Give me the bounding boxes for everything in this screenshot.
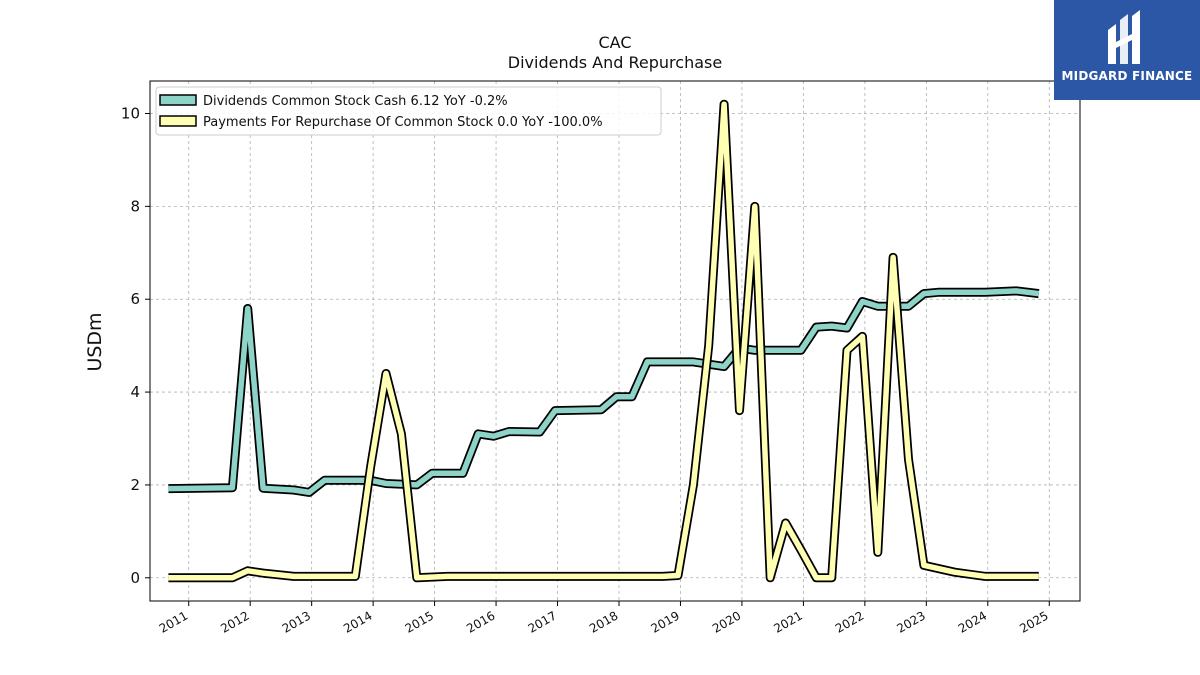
y-tick-label: 4 [130,383,140,401]
plot-area-frame [149,80,1081,602]
y-tick-label: 2 [130,476,140,494]
legend-label-repurchase: Payments For Repurchase Of Common Stock … [203,115,603,130]
x-tick-label: 2020 [710,608,743,635]
x-tick-label: 2015 [403,608,436,635]
x-tick-label: 2019 [649,608,682,635]
y-axis-label: USDm [84,312,106,371]
x-axis: 2011 2012 2013 2014 2015 2016 2017 2018 2019 2020… [157,601,1051,636]
series-line-1 [168,101,1039,581]
midgard-logo-icon [1108,10,1140,64]
series-line-0 [168,288,1040,496]
x-tick-label: 2024 [956,608,989,635]
legend-swatch-repurchase [159,115,197,127]
series-lines [168,99,1040,583]
legend: Dividends Common Stock Cash 6.12 YoY -0.… [155,86,662,136]
chart-subtitle: Dividends And Repurchase [508,53,722,72]
x-tick-label: 2017 [526,608,559,635]
y-axis: 0 2 4 6 8 10 [121,105,150,587]
y-tick-label: 8 [130,197,140,215]
brand-name: MIDGARD FINANCE [1061,69,1193,83]
x-tick-label: 2012 [218,608,251,635]
grid [150,81,1080,601]
y-tick-label: 10 [121,105,140,123]
x-tick-label: 2021 [771,608,804,635]
x-tick-label: 2023 [894,608,927,635]
y-tick-label: 0 [130,569,140,587]
brand-logo: MIDGARD FINANCE [1054,0,1200,100]
y-tick-label: 6 [130,290,140,308]
x-tick-label: 2025 [1017,608,1050,635]
legend-box [155,86,662,136]
x-tick-label: 2022 [833,608,866,635]
legend-swatch-dividends [159,94,197,106]
x-tick-label: 2011 [157,608,190,635]
chart-title: CAC [598,33,631,52]
x-tick-label: 2018 [587,608,620,635]
series-outline-1 [168,99,1039,583]
x-tick-label: 2014 [341,608,374,635]
x-tick-label: 2013 [280,608,313,635]
legend-label-dividends: Dividends Common Stock Cash 6.12 YoY -0.… [203,94,508,109]
x-tick-label: 2016 [464,608,497,635]
